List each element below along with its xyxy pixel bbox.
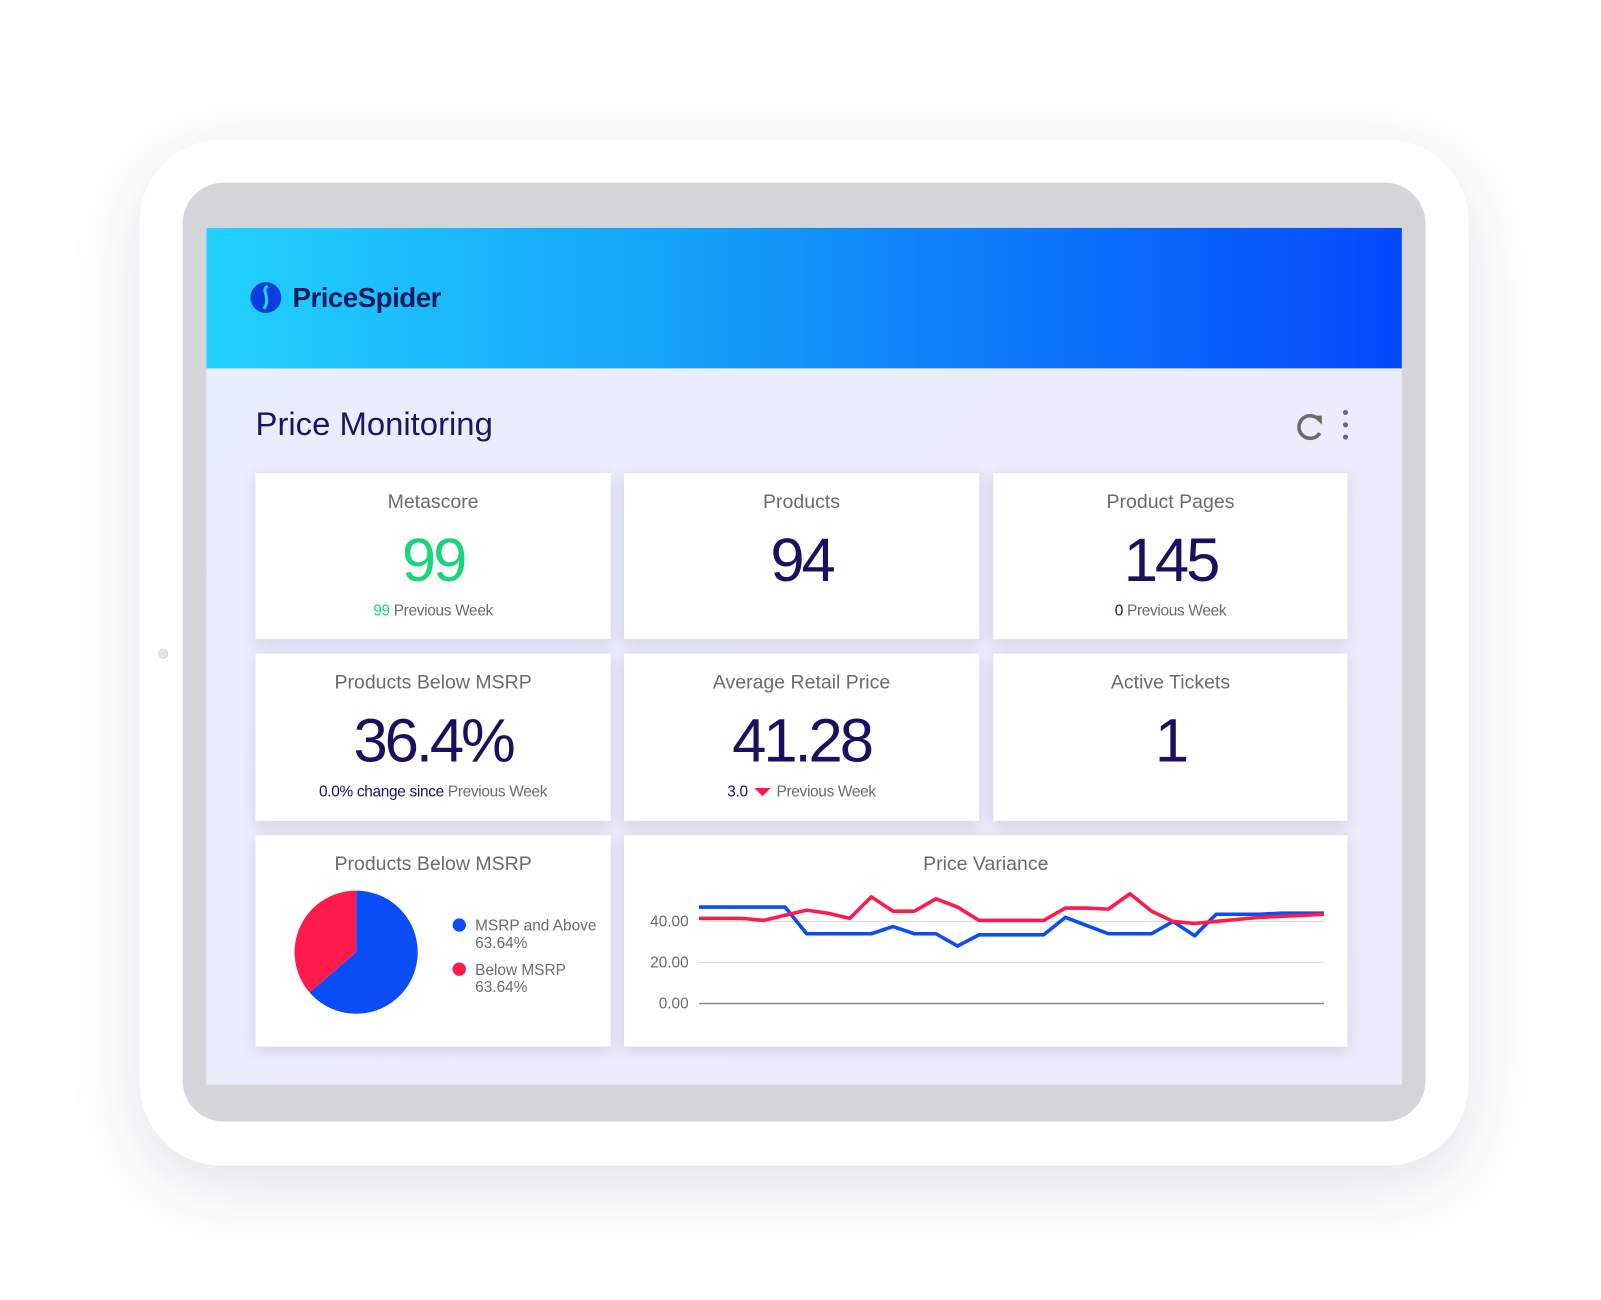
legend-item: MSRP and Above 63.64% xyxy=(452,917,619,953)
comparison-label: Previous Week xyxy=(447,782,548,801)
legend-dot xyxy=(452,962,466,976)
line-chart: 0.00 20.00 40.00 xyxy=(650,891,1325,1013)
y-tick-label: 20.00 xyxy=(650,955,688,972)
kpi-title: Metascore xyxy=(387,491,479,514)
kpi-card: Product Pages 145 0 Previous Week xyxy=(993,473,1348,640)
kpi-value: 145 xyxy=(1123,525,1221,595)
header: PriceSpider xyxy=(206,227,1402,369)
kpi-card: Products Below MSRP 36.4% 0.0% change sinc… xyxy=(255,653,611,821)
comparison-value: 3.0 xyxy=(727,782,748,801)
comparison-label: Previous Week xyxy=(1126,602,1227,620)
kpi-title: Products Below MSRP xyxy=(334,672,532,694)
chart-title: Products Below MSRP xyxy=(334,853,532,876)
legend-label: MSRP and Above 63.64% xyxy=(475,917,597,953)
legend-label: Below MSRP 63.64% xyxy=(475,961,566,997)
kpi-comparison: 0 Previous Week xyxy=(993,602,1347,619)
kpi-value: 99 xyxy=(401,525,467,595)
screen: PriceSpider Price Monitoring Metascore 99… xyxy=(206,227,1402,1085)
pie-chart xyxy=(294,890,418,1014)
down-arrow xyxy=(753,788,771,797)
kpi-card: Metascore 99 99 Previous Week xyxy=(255,473,611,640)
kpi-title: Active Tickets xyxy=(1110,672,1231,694)
kpi-comparison: 3.0 Previous Week xyxy=(624,783,979,800)
line-series xyxy=(698,905,1324,948)
kpi-comparison: 99 Previous Week xyxy=(256,602,611,619)
comparison-label: Previous Week xyxy=(776,782,877,801)
kpi-card: Active Tickets 1 xyxy=(993,653,1348,821)
comparison-value: 99 xyxy=(373,602,390,620)
page-title: Price Monitoring xyxy=(255,405,493,443)
kpi-card: Average Retail Price 41.28 3.0 Previous Wee… xyxy=(623,653,980,821)
kpi-value: 1 xyxy=(1154,705,1189,775)
kpi-value: 36.4% xyxy=(353,705,515,775)
pie-slice xyxy=(294,890,357,993)
line-card: Price Variance 0.00 20.00 40.00 xyxy=(623,835,1348,1047)
kpi-value: 94 xyxy=(770,525,835,595)
pie-card: Products Below MSRP MSRP and Above 63.64%… xyxy=(255,835,611,1047)
kpi-value: 41.28 xyxy=(732,705,874,775)
logo[interactable]: PriceSpider xyxy=(249,281,441,314)
down-arrow-shape xyxy=(753,788,771,797)
comparison-value: 0.0% change since xyxy=(319,782,444,801)
logo-text: PriceSpider xyxy=(292,281,441,313)
legend-dot xyxy=(452,918,466,932)
more-menu-icon[interactable] xyxy=(1342,409,1349,440)
refresh-icon[interactable] xyxy=(1297,414,1322,441)
kpi-title: Product Pages xyxy=(1106,491,1235,514)
kpi-title: Products xyxy=(763,491,841,514)
chart-title: Price Variance xyxy=(923,853,1049,876)
logo-icon xyxy=(250,282,282,313)
comparison-value: 0 xyxy=(1114,602,1124,620)
kpi-comparison: 0.0% change since Previous Week xyxy=(256,783,611,800)
camera xyxy=(158,648,169,659)
kpi-card: Products 94 xyxy=(623,473,980,640)
kpi-title: Average Retail Price xyxy=(712,672,891,694)
line-series xyxy=(698,891,1325,926)
y-tick-label: 0.00 xyxy=(659,996,689,1013)
y-tick-label: 40.00 xyxy=(650,914,688,931)
comparison-label: Previous Week xyxy=(393,602,494,620)
pie-slice xyxy=(309,890,418,1014)
toolbar-icons xyxy=(1297,409,1349,441)
legend-item: Below MSRP 63.64% xyxy=(452,961,619,997)
